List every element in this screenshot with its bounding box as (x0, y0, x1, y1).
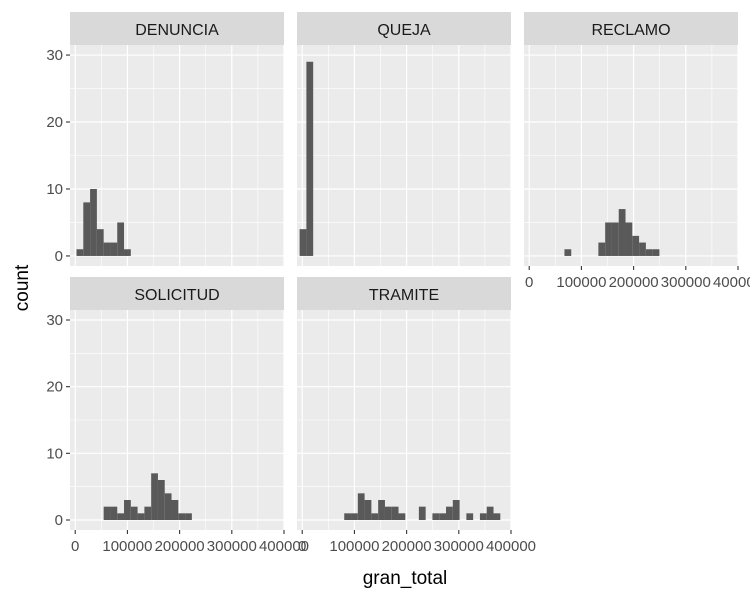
histogram-bar (124, 500, 131, 520)
y-tick-label: 30 (46, 47, 63, 64)
histogram-bar (171, 500, 179, 520)
histogram-bar (76, 249, 84, 256)
histogram-bar (371, 513, 379, 520)
histogram-bar (446, 506, 453, 520)
facet-queja: QUEJA (297, 12, 512, 266)
x-tick-label: 0 (71, 538, 79, 555)
x-tick-label: 300000 (207, 538, 257, 555)
histogram-bar (418, 506, 426, 520)
histogram-bar (632, 235, 640, 256)
histogram-bar (306, 61, 314, 256)
x-tick-label: 0 (525, 274, 533, 291)
histogram-bar (493, 513, 501, 520)
x-tick-label: 400000 (486, 538, 536, 555)
y-tick-label: 10 (46, 445, 63, 462)
x-tick-label: 400000 (259, 538, 309, 555)
histogram-bar (103, 242, 111, 256)
facet-strip (524, 12, 738, 45)
histogram-bar (564, 249, 572, 256)
x-tick-label: 100000 (102, 538, 152, 555)
histogram-bar (378, 500, 385, 520)
y-tick-label: 20 (46, 114, 63, 131)
x-tick-label: 200000 (609, 274, 659, 291)
x-tick-label: 300000 (434, 538, 484, 555)
facet-strip (297, 12, 511, 45)
facet-tramite: TRAMITE 0 100000 200000 300000 400000 (297, 277, 536, 555)
facet-denuncia: DENUNCIA 0 10 20 30 (46, 12, 285, 266)
x-tick-label: 100000 (329, 538, 379, 555)
y-tick-label: 20 (46, 379, 63, 396)
y-tick-label: 10 (46, 181, 63, 198)
histogram-bar (611, 222, 619, 256)
histogram-bar (151, 473, 158, 520)
histogram-bar (96, 229, 104, 256)
x-tick-label: 300000 (661, 274, 711, 291)
facet-solicitud: SOLICITUD 0 10 20 30 0 100000 200000 300000 40000… (46, 277, 309, 555)
histogram-bar (384, 506, 392, 520)
histogram-bar (605, 222, 612, 256)
histogram-bar (144, 506, 152, 520)
facet-strip-label: RECLAMO (591, 22, 670, 39)
x-tick-label: 400000 (713, 274, 750, 291)
histogram-bar (618, 209, 626, 256)
histogram-bar (398, 513, 406, 520)
x-axis-title: gran_total (363, 568, 448, 589)
histogram-bar (117, 222, 125, 256)
x-tick-label: 100000 (556, 274, 606, 291)
histogram-bar (103, 506, 111, 520)
x-tick-label: 200000 (382, 538, 432, 555)
histogram-bar (351, 513, 358, 520)
histogram-bar (299, 229, 307, 256)
histogram-bar (164, 493, 172, 520)
histogram-bar (124, 249, 131, 256)
histogram-bar (391, 506, 399, 520)
histogram-bar (364, 500, 372, 520)
histogram-bar (432, 513, 440, 520)
histogram-bar (178, 513, 186, 520)
histogram-bar (486, 506, 494, 520)
histogram-bar (110, 242, 118, 256)
histogram-bar (157, 480, 165, 520)
histogram-bar (344, 513, 352, 520)
histogram-bar (645, 249, 653, 256)
y-tick-label: 30 (46, 312, 63, 329)
histogram-bar (83, 202, 91, 256)
histogram-bar (439, 513, 447, 520)
histogram-bar (357, 493, 365, 520)
histogram-bar (90, 188, 97, 256)
facet-strip-label: SOLICITUD (134, 287, 219, 304)
histogram-bar (479, 513, 487, 520)
histogram-bar (639, 242, 646, 256)
histogram-bar (652, 249, 660, 256)
y-axis-title: count (12, 264, 33, 311)
y-tick-label: 0 (55, 248, 63, 265)
histogram-bar (185, 513, 192, 520)
histogram-bar (625, 222, 633, 256)
y-tick-label: 0 (55, 512, 63, 529)
histogram-bar (466, 513, 474, 520)
facet-strip (70, 277, 284, 310)
histogram-bar (110, 506, 118, 520)
facet-strip (297, 277, 511, 310)
histogram-bar (117, 513, 125, 520)
facet-strip-label: QUEJA (377, 22, 431, 39)
facet-strip (70, 12, 284, 45)
x-tick-label: 200000 (155, 538, 205, 555)
histogram-bar (452, 500, 460, 520)
histogram-bar (130, 506, 138, 520)
histogram-bar (137, 513, 145, 520)
facet-strip-label: DENUNCIA (135, 22, 219, 39)
x-tick-label: 0 (298, 538, 306, 555)
facet-strip-label: TRAMITE (369, 287, 439, 304)
histogram-bar (598, 242, 606, 256)
